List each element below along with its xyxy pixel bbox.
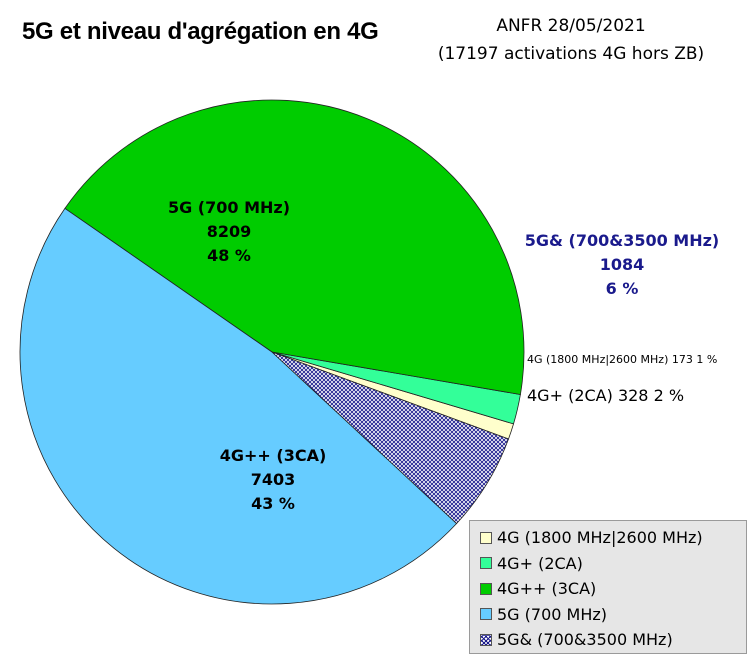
legend-item-4g-plus: 4G+ (2CA) [480,551,746,577]
legend-swatch-5g-3500 [480,633,492,646]
pie-labels: 4G (1800 MHz|2600 MHz) 173 1 % 4G+ (2CA) … [168,198,719,513]
slice-label-line: 7403 [251,470,296,489]
legend-swatch-4g-plus [480,557,492,570]
slice-label-line: 5G (700 MHz) [168,198,290,217]
pie-slice-s4gpp [64,99,525,395]
slice-label-line: 5G& (700&3500 MHz) [525,231,720,250]
slice-label-line: 8209 [207,222,252,241]
pie-slices [19,99,525,605]
legend-label-4g: 4G (1800 MHz|2600 MHz) [497,528,703,548]
slice-label-s4gpp: 4G++ (3CA) 7403 43 % [220,446,327,513]
legend-swatch-5g-700 [480,608,492,621]
slice-label-line: 4G++ (3CA) [220,446,327,465]
pie-slice-s5g3500 [271,351,510,525]
legend-item-5g-3500: 5G& (700&3500 MHz) [480,627,746,653]
slice-label-line: 4G (1800 MHz|2600 MHz) 173 1 % [527,353,717,366]
source-line-date: ANFR 28/05/2021 [496,16,646,36]
legend-item-4g: 4G (1800 MHz|2600 MHz) [480,525,746,551]
slice-label-line: 6 % [606,279,639,298]
legend-label-4g-plus-plus: 4G++ (3CA) [497,579,597,599]
legend-label-5g-3500: 5G& (700&3500 MHz) [497,630,673,650]
slice-label-s5g3500: 5G& (700&3500 MHz) 1084 6 % [525,231,720,298]
pie-slice-s5g700 [19,207,458,605]
slice-label-s5g700: 5G (700 MHz) 8209 48 % [168,198,290,265]
slice-label-s4g: 4G (1800 MHz|2600 MHz) 173 1 % [527,353,717,366]
legend-label-5g-700: 5G (700 MHz) [497,604,608,624]
slice-label-s4gp: 4G+ (2CA) 328 2 % [527,386,684,405]
slice-label-line: 4G+ (2CA) 328 2 % [527,386,684,405]
slice-label-line: 48 % [207,246,251,265]
legend-label-4g-plus: 4G+ (2CA) [497,553,583,573]
source-line-total: (17197 activations 4G hors ZB) [437,44,705,64]
legend-item-5g-700: 5G (700 MHz) [480,602,746,628]
legend: 4G (1800 MHz|2600 MHz) 4G+ (2CA) 4G++ (3… [469,520,747,654]
legend-item-4g-plus-plus: 4G++ (3CA) [480,576,746,602]
slice-label-line: 43 % [251,494,295,513]
slice-label-line: 1084 [600,255,645,274]
chart-title: 5G et niveau d'agrégation en 4G [22,18,379,45]
legend-swatch-4g-plus-plus [480,582,492,595]
legend-swatch-4g [480,531,492,544]
chart-source: ANFR 28/05/2021 (17197 activations 4G ho… [406,12,736,68]
